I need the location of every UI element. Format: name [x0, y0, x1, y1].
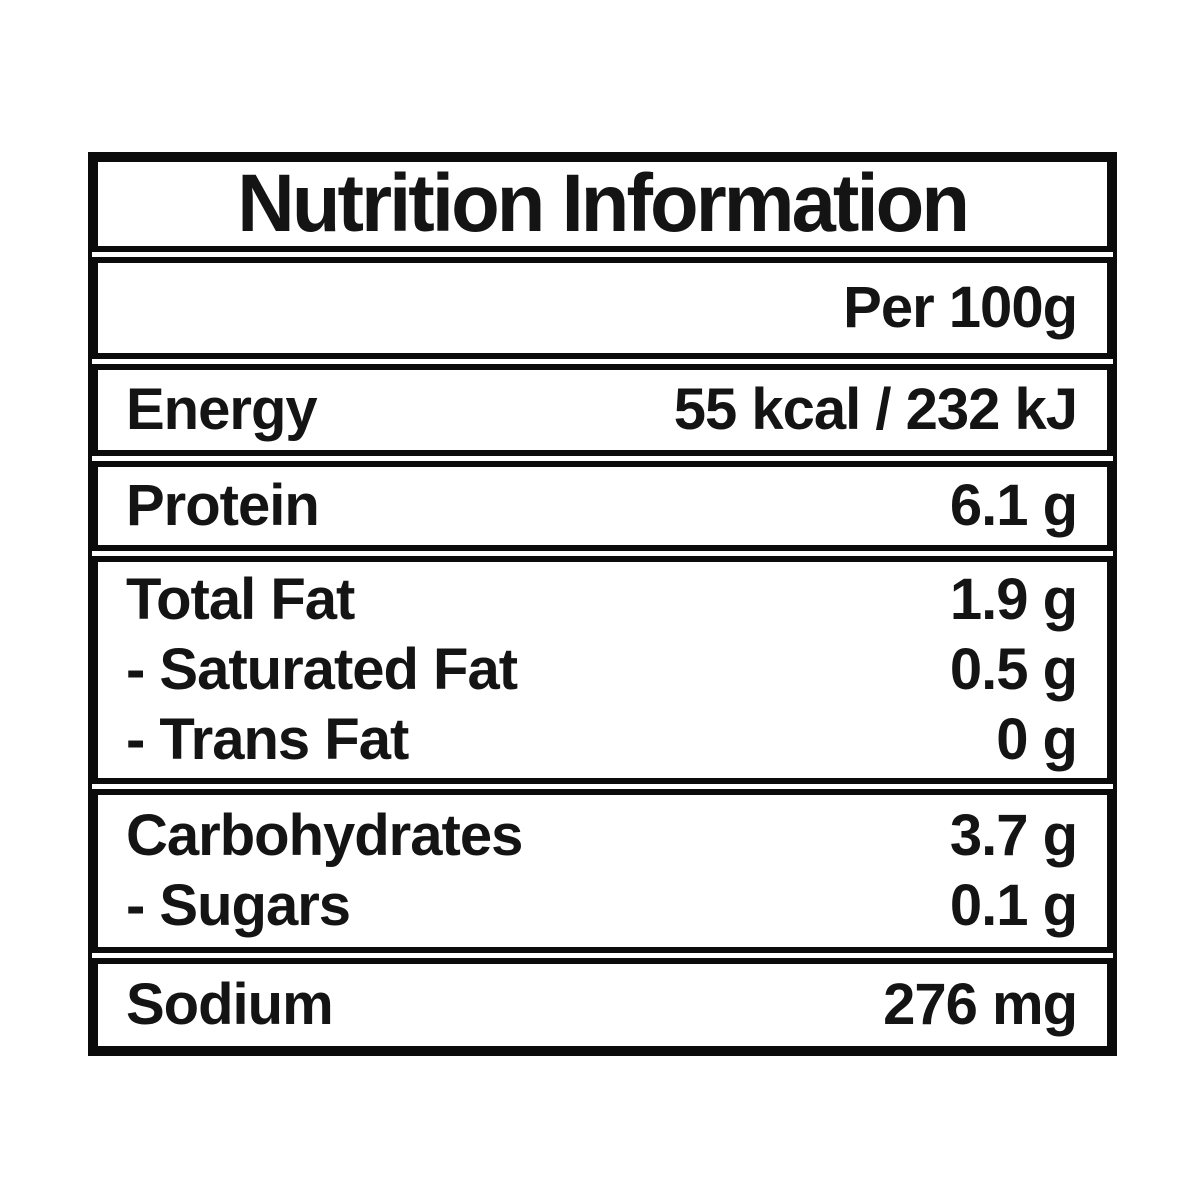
energy-section: Energy 55 kcal / 232 kJ: [92, 364, 1113, 456]
row-value: 1.9 g: [949, 567, 1078, 632]
table-row: - Sugars 0.1 g: [98, 871, 1107, 941]
table-row: Energy 55 kcal / 232 kJ: [98, 375, 1107, 445]
table-row: Protein 6.1 g: [98, 471, 1107, 541]
row-value: 3.7 g: [949, 803, 1078, 868]
nutrition-label: Nutrition Information Per 100g Energy 55…: [88, 152, 1117, 1056]
row-value: 0.1 g: [949, 873, 1078, 938]
table-row: - Trans Fat 0 g: [98, 705, 1107, 775]
label-title: Nutrition Information: [237, 158, 971, 249]
table-row: Carbohydrates 3.7 g: [98, 801, 1107, 871]
fat-section: Total Fat 1.9 g - Saturated Fat 0.5 g - …: [92, 556, 1113, 784]
row-value: 276 mg: [883, 972, 1078, 1037]
title-section: Nutrition Information: [92, 156, 1113, 252]
column-header: Per 100g: [843, 275, 1078, 340]
carbohydrates-section: Carbohydrates 3.7 g - Sugars 0.1 g: [92, 789, 1113, 953]
row-label: Sodium: [126, 972, 334, 1037]
row-label: Energy: [126, 377, 318, 442]
row-label: - Sugars: [126, 873, 351, 938]
row-value: 0.5 g: [949, 637, 1078, 702]
row-value: 0 g: [996, 707, 1078, 772]
row-value: 55 kcal / 232 kJ: [673, 377, 1078, 442]
sodium-section: Sodium 276 mg: [92, 958, 1113, 1052]
table-row: Sodium 276 mg: [98, 970, 1107, 1040]
row-label: Carbohydrates: [126, 803, 523, 868]
row-label: - Saturated Fat: [126, 637, 518, 702]
column-header-section: Per 100g: [92, 257, 1113, 359]
row-label: Total Fat: [126, 567, 355, 632]
table-row: Total Fat 1.9 g: [98, 565, 1107, 635]
row-label: - Trans Fat: [126, 707, 409, 772]
table-row: - Saturated Fat 0.5 g: [98, 635, 1107, 705]
protein-section: Protein 6.1 g: [92, 461, 1113, 551]
row-label: Protein: [126, 473, 320, 538]
row-value: 6.1 g: [949, 473, 1078, 538]
